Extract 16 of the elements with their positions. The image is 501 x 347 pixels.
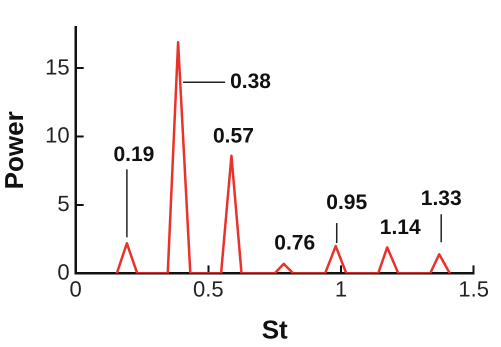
y-tick-label: 5 <box>57 191 70 216</box>
y-tick-label: 10 <box>45 122 70 148</box>
annotation: 0.19 <box>113 143 154 166</box>
x-tick-label: 1.5 <box>458 276 490 302</box>
annotation: 1.14 <box>380 216 421 240</box>
x-axis-title: St <box>262 314 288 345</box>
y-tick-label: 15 <box>45 54 70 80</box>
y-axis-title: Power <box>0 111 29 190</box>
x-tick-label: 0.5 <box>193 276 224 302</box>
annotation: 0.57 <box>213 124 254 148</box>
annotation: 1.33 <box>420 187 462 210</box>
x-tick-label: 1 <box>334 276 348 302</box>
y-tick-label: 0 <box>57 259 70 284</box>
annotation: 0.95 <box>326 190 368 214</box>
annotation: 0.38 <box>230 70 272 94</box>
annotation: 0.76 <box>274 232 316 255</box>
